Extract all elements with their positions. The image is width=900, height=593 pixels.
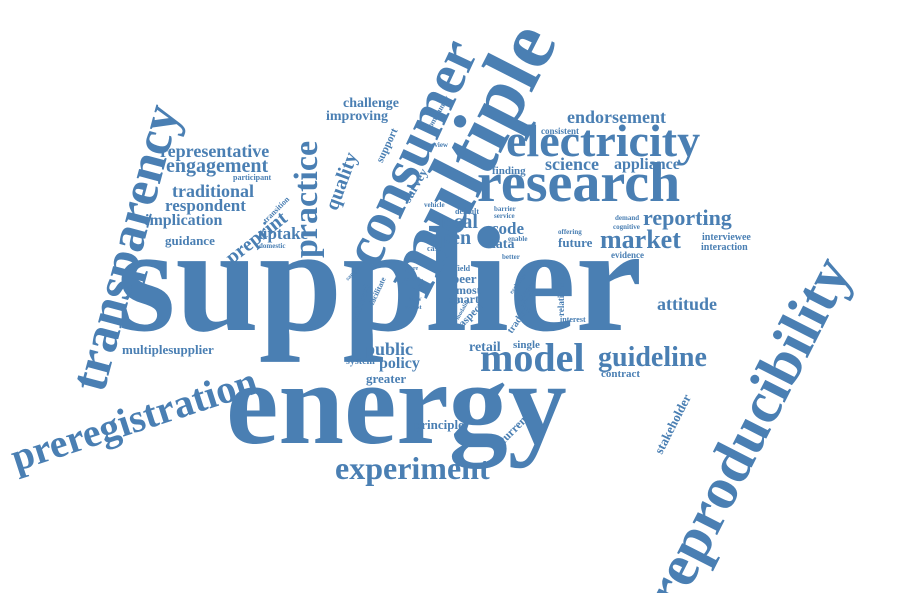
word-service: service xyxy=(494,213,515,220)
word-barrier: barrier xyxy=(494,206,516,213)
word-appliance: appliance xyxy=(614,157,680,173)
word-enable: enable xyxy=(508,236,527,243)
word-multiplesupplier: multiplesupplier xyxy=(122,343,214,356)
word-single: single xyxy=(513,340,540,351)
word-domestic: domestic xyxy=(259,243,285,250)
word-attitude: attitude xyxy=(657,295,717,313)
word-future: future xyxy=(558,236,592,249)
word-finding: finding xyxy=(492,166,526,177)
word-result: result xyxy=(403,276,420,283)
word-preregistration: preregistration xyxy=(6,361,262,478)
word-interview: interview xyxy=(420,142,448,149)
word-contract: contract xyxy=(601,369,640,380)
word-interest: interest xyxy=(560,316,586,324)
word-implication: implication xyxy=(145,213,222,229)
word-case: case xyxy=(427,245,441,253)
word-endorsement: endorsement xyxy=(567,108,666,126)
word-better: better xyxy=(502,254,520,261)
word-offering: offering xyxy=(558,229,582,236)
word-principle: principle xyxy=(414,418,464,431)
word-policy: policy xyxy=(379,356,420,372)
word-field: field xyxy=(455,265,470,273)
word-system: system xyxy=(346,357,375,367)
word-guidance: guidance xyxy=(165,234,215,247)
word-time: time xyxy=(405,258,416,264)
word-participant: participant xyxy=(233,174,271,182)
word-vehicle: vehicle xyxy=(424,202,445,209)
word-more: more xyxy=(405,266,418,272)
word-cognitive: cognitive xyxy=(613,224,640,231)
word-improving: improving xyxy=(326,110,388,124)
word-experiment: experiment xyxy=(335,452,490,484)
word-stakeholder: stakeholder xyxy=(652,392,693,456)
word-relationship: relationship xyxy=(557,270,566,316)
word-science: science xyxy=(545,155,599,173)
word-evidence: evidence xyxy=(611,251,644,260)
word-interaction: interaction xyxy=(701,243,748,253)
word-default: default xyxy=(455,208,479,216)
word-greater: greater xyxy=(366,372,406,385)
word-robust: robust xyxy=(405,305,422,311)
word-demand: demand xyxy=(615,215,639,222)
word-view: view xyxy=(408,296,422,303)
word-retail: retail xyxy=(469,341,501,355)
word-consistent: consistent xyxy=(541,127,579,136)
